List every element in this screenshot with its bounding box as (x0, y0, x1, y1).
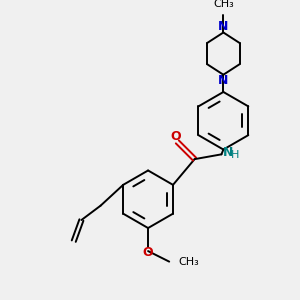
Text: O: O (170, 130, 181, 142)
Text: O: O (143, 247, 153, 260)
Text: N: N (218, 74, 229, 87)
Text: H: H (231, 150, 239, 160)
Text: CH₃: CH₃ (179, 256, 200, 267)
Text: N: N (223, 146, 233, 159)
Text: CH₃: CH₃ (213, 0, 234, 10)
Text: N: N (218, 20, 229, 33)
